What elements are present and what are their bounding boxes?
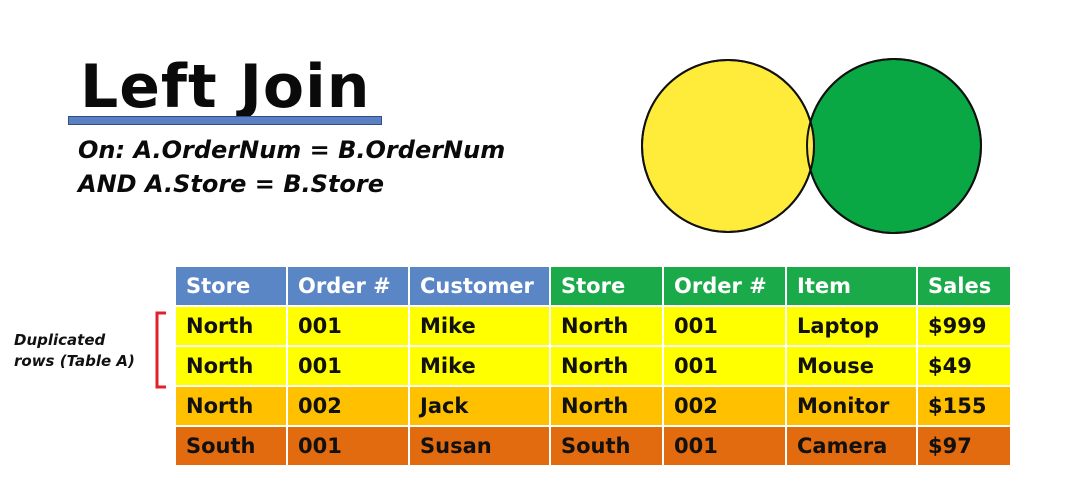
- cell: 002: [662, 385, 787, 427]
- cell: North: [549, 345, 664, 387]
- header-b-item: Item: [785, 265, 918, 307]
- venn-circle-a-outline: [641, 59, 815, 233]
- cell: Mike: [408, 345, 551, 387]
- join-result-table: Store Order # Customer Store Order # Ite…: [174, 265, 1012, 467]
- cell: Jack: [408, 385, 551, 427]
- note-line-1: Duplicated: [14, 331, 106, 349]
- cell: $49: [916, 345, 1012, 387]
- cell: South: [174, 425, 288, 467]
- duplicated-rows-note: Duplicated rows (Table A): [14, 330, 154, 372]
- header-b-store: Store: [549, 265, 664, 307]
- page-title: Left Join: [80, 52, 371, 122]
- cell: Mouse: [785, 345, 918, 387]
- cell: North: [174, 385, 288, 427]
- cell: 001: [662, 345, 787, 387]
- cell: $999: [916, 305, 1012, 347]
- cell: Laptop: [785, 305, 918, 347]
- cell: $155: [916, 385, 1012, 427]
- venn-diagram: [641, 58, 982, 234]
- table-row: North 001 Mike North 001 Laptop $999: [174, 305, 1012, 347]
- join-condition-line-2: AND A.Store = B.Store: [78, 170, 385, 198]
- cell: 001: [662, 425, 787, 467]
- cell: North: [174, 305, 288, 347]
- table-header-row: Store Order # Customer Store Order # Ite…: [174, 265, 1012, 307]
- cell: 002: [286, 385, 410, 427]
- venn-circle-b-outline: [806, 58, 982, 234]
- header-a-customer: Customer: [408, 265, 551, 307]
- title-underline: [68, 116, 382, 125]
- cell: North: [549, 305, 664, 347]
- cell: South: [549, 425, 664, 467]
- join-condition-line-1: On: A.OrderNum = B.OrderNum: [78, 136, 506, 164]
- header-a-order: Order #: [286, 265, 410, 307]
- cell: 001: [662, 305, 787, 347]
- table-row: South 001 Susan South 001 Camera $97: [174, 425, 1012, 467]
- cell: 001: [286, 305, 410, 347]
- cell: North: [174, 345, 288, 387]
- cell: Susan: [408, 425, 551, 467]
- header-b-sales: Sales: [916, 265, 1012, 307]
- header-a-store: Store: [174, 265, 288, 307]
- cell: North: [549, 385, 664, 427]
- cell: 001: [286, 425, 410, 467]
- header-b-order: Order #: [662, 265, 787, 307]
- cell: Monitor: [785, 385, 918, 427]
- cell: $97: [916, 425, 1012, 467]
- cell: Mike: [408, 305, 551, 347]
- left-bracket: [155, 311, 166, 389]
- table-row: North 002 Jack North 002 Monitor $155: [174, 385, 1012, 427]
- table-row: North 001 Mike North 001 Mouse $49: [174, 345, 1012, 387]
- cell: Camera: [785, 425, 918, 467]
- cell: 001: [286, 345, 410, 387]
- note-line-2: rows (Table A): [14, 352, 135, 370]
